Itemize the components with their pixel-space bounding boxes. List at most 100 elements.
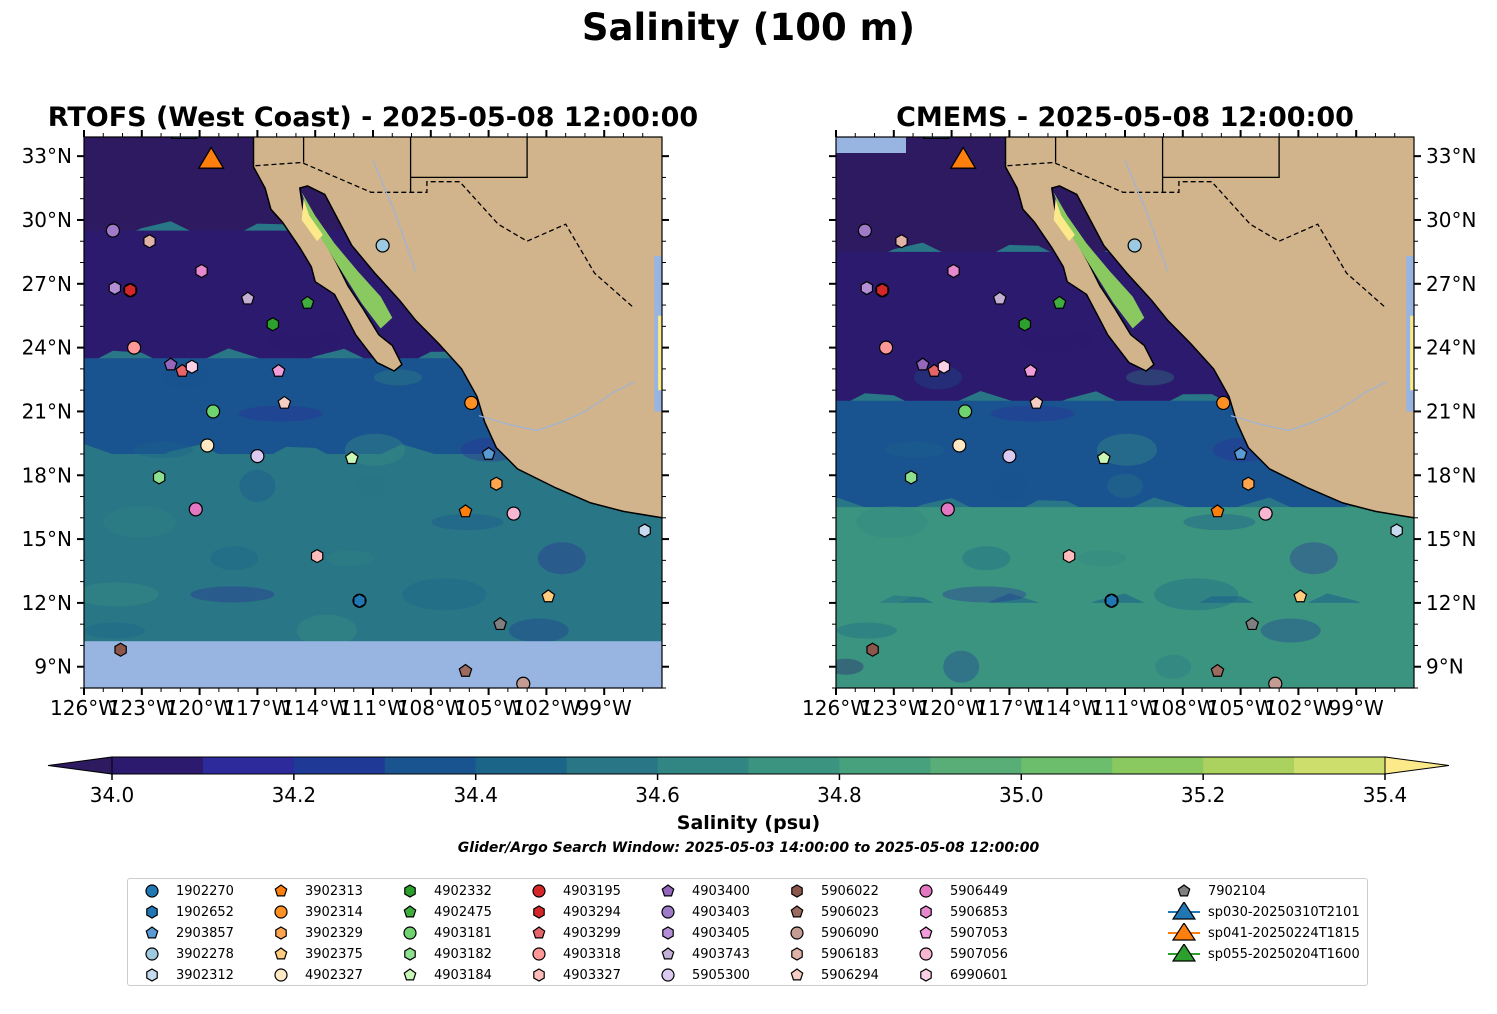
float-marker-5906294	[1029, 395, 1044, 409]
legend-marker-icon	[919, 947, 933, 961]
eddy-feature	[238, 405, 323, 422]
y-tick-label: 9°N	[1426, 655, 1464, 679]
colorbar-segment	[930, 757, 1022, 774]
float-marker-5906022	[866, 642, 879, 657]
legend-swatch	[274, 947, 288, 960]
legend-item: 5906853	[906, 902, 1008, 922]
legend-label: 5906023	[821, 904, 879, 920]
legend-label: 4903327	[563, 967, 621, 983]
legend-label: 4903182	[434, 946, 492, 962]
legend-label: 5906294	[821, 967, 879, 983]
legend-item: 5906449	[906, 881, 1008, 901]
eddy-feature	[162, 365, 211, 390]
legend-glider-icon	[1171, 902, 1197, 920]
y-tick-label: 9°N	[34, 655, 72, 679]
float-marker-4903182	[904, 470, 918, 485]
legend-item: 6990601	[906, 965, 1008, 985]
legend-item: 4903327	[519, 965, 621, 985]
legend-item: 5905300	[648, 965, 750, 985]
colorbar-tick-label: 35.4	[1363, 783, 1408, 807]
eddy-feature	[1126, 369, 1175, 386]
legend-swatch	[145, 947, 159, 961]
gulf-high-salinity	[301, 198, 323, 242]
x-tick-label: 108°W	[1149, 696, 1217, 720]
colorbar-segment	[112, 757, 204, 774]
legend-item: 4903743	[648, 944, 750, 964]
float-marker-5906023	[1210, 663, 1225, 677]
legend-label: 4903294	[563, 904, 621, 920]
eddy-feature	[325, 550, 374, 567]
eddy-feature	[1155, 654, 1192, 679]
river	[372, 160, 416, 272]
colorbar-segment	[384, 757, 477, 774]
colorbar: 34.0 34.2 34.4 34.6 34.8 35.0 35.2 35.4	[47, 756, 1450, 807]
legend-label: 4902332	[434, 883, 492, 899]
colorbar-segment	[1294, 757, 1386, 774]
no-data-region	[836, 137, 906, 153]
colorbar-segment	[202, 757, 295, 774]
legend-marker-icon	[532, 947, 546, 961]
float-marker-4902327	[200, 438, 215, 453]
eddy-feature	[431, 514, 504, 531]
float-marker-4902475	[300, 295, 315, 309]
x-tick-label: 111°W	[339, 696, 407, 720]
legend-marker-icon	[274, 968, 288, 982]
legend-swatch	[661, 947, 675, 960]
float-marker-2903857	[1233, 446, 1248, 460]
eddy-feature	[990, 405, 1075, 422]
x-tick-label: 114°W	[1033, 696, 1101, 720]
eddy-feature	[508, 618, 569, 643]
legend-item: 3902312	[132, 965, 234, 985]
float-marker-4903184	[1096, 450, 1111, 465]
legend-marker-icon	[146, 968, 158, 982]
eddy-feature	[1154, 578, 1239, 611]
legend-marker-icon	[274, 905, 288, 919]
legend-label: 3902313	[305, 883, 363, 899]
x-tick-label: 120°W	[166, 696, 234, 720]
legend-swatch	[919, 926, 933, 939]
x-tick-label: 123°W	[108, 696, 176, 720]
float-marker-5906853	[947, 263, 960, 279]
legend-marker-icon	[919, 884, 933, 898]
y-tick-label: 21°N	[22, 399, 72, 423]
cmems-map-panel: CMEMS - 2025-05-08 12:00:00 126°W123°W120…	[802, 102, 1476, 720]
float-marker-3902375	[1293, 589, 1308, 603]
legend-item: 5906183	[777, 944, 879, 964]
legend-item: 4902332	[390, 881, 492, 901]
country-border	[255, 161, 634, 308]
x-tick-label: 123°W	[860, 696, 928, 720]
legend-item: 4903184	[390, 965, 492, 985]
legend-swatch	[791, 947, 803, 961]
legend-swatch	[404, 884, 416, 898]
legend-item: 4903182	[390, 944, 492, 964]
colorbar-tick-label: 34.0	[90, 783, 135, 807]
legend-swatch	[403, 905, 417, 918]
legend-label: 5906022	[821, 883, 879, 899]
eddy-feature	[267, 329, 340, 354]
salinity-band	[836, 602, 1414, 688]
legend-item: 3902278	[132, 944, 234, 964]
legend-marker-icon	[791, 884, 803, 898]
x-tick-label: 105°W	[1207, 696, 1275, 720]
eddy-feature	[190, 586, 275, 603]
legend-label: 6990601	[950, 967, 1008, 983]
legend-marker-icon	[661, 884, 675, 897]
colorbar-tick-label: 34.4	[453, 783, 498, 807]
legend-item: 4903195	[519, 881, 621, 901]
float-marker-2903857	[481, 446, 496, 460]
float-marker-4903184	[344, 450, 359, 465]
legend-label: 4903403	[692, 904, 750, 920]
legend-marker-icon	[145, 947, 159, 961]
float-marker-4903327	[1062, 548, 1076, 564]
legend-item: sp055-20250204T1600	[1164, 944, 1360, 964]
legend-item: 4903403	[648, 902, 750, 922]
float-marker-4903181	[957, 404, 973, 419]
eddy-feature	[836, 582, 911, 607]
legend-item: 1902270	[132, 881, 234, 901]
float-marker-4902475	[1052, 295, 1067, 309]
float-marker-3902278	[1127, 238, 1142, 253]
legend-item: 4903294	[519, 902, 621, 922]
legend-label: 4903181	[434, 925, 492, 941]
legend-swatch	[274, 968, 288, 982]
float-marker-5906853	[195, 263, 208, 279]
